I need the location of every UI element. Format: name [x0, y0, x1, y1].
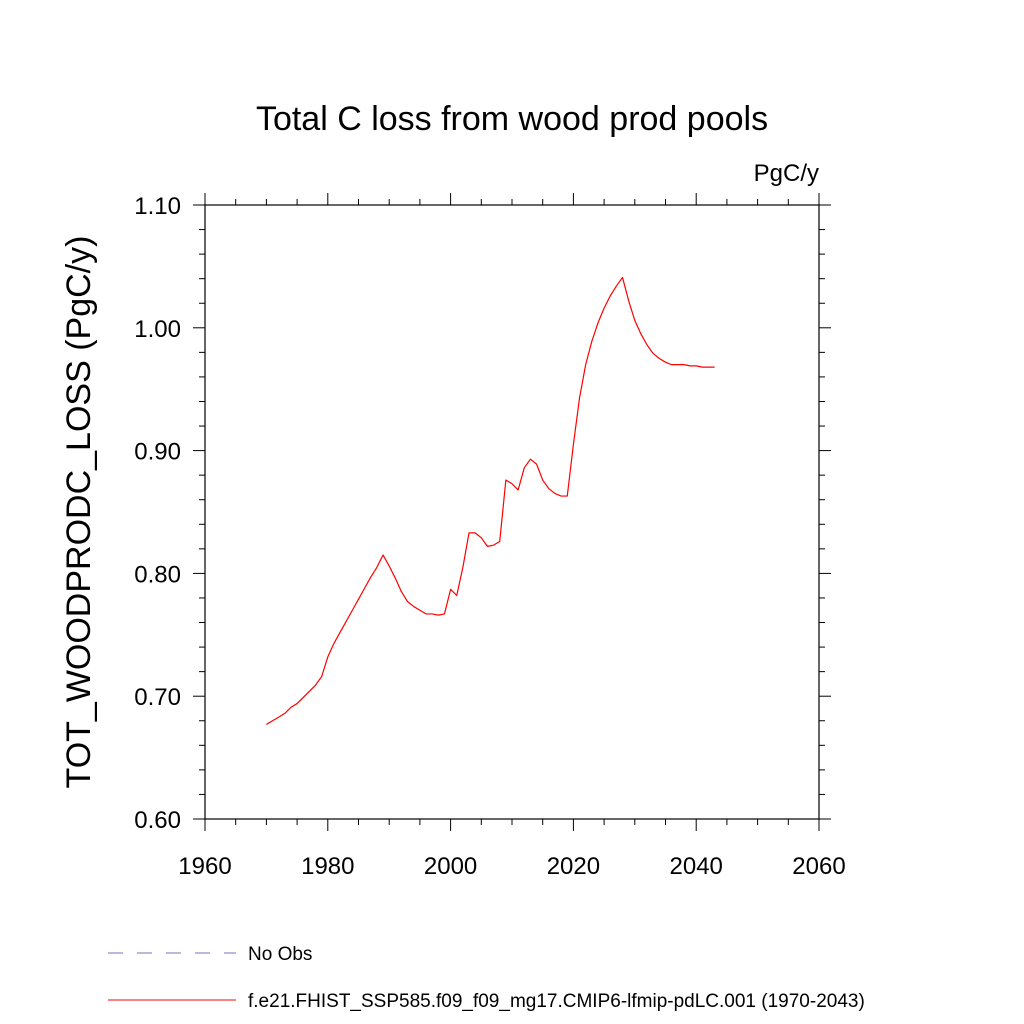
plot-frame [204, 204, 820, 820]
y-tick-label: 1.10 [134, 193, 181, 220]
units-label: PgC/y [754, 160, 819, 187]
y-tick-label: 1.00 [134, 316, 181, 343]
legend: No Obs f.e21.FHIST_SSP585.f09_f09_mg17.C… [108, 944, 865, 1012]
data-lines [266, 276, 715, 725]
y-tick-label: 0.60 [134, 807, 181, 834]
x-tick-label: 1960 [178, 853, 231, 880]
x-tick-label: 2000 [424, 853, 477, 880]
y-tick-label: 0.70 [134, 684, 181, 711]
legend-model-label: f.e21.FHIST_SSP585.f09_f09_mg17.CMIP6-lf… [248, 991, 865, 1012]
y-axis-label: TOT_WOODPRODC_LOSS (PgC/y) [60, 236, 98, 789]
legend-no-obs-label: No Obs [248, 944, 312, 965]
y-tick-label: 0.90 [134, 439, 181, 466]
x-tick-label: 2040 [670, 853, 723, 880]
y-tick-label: 0.80 [134, 561, 181, 588]
x-tick-label: 2060 [792, 853, 845, 880]
chart-title: Total C loss from wood prod pools [256, 100, 768, 138]
x-tick-label: 2020 [547, 853, 600, 880]
series-line-1 [266, 276, 715, 725]
axis-ticks: 1960 1980 2000 2020 2040 2060 0.60 0.70 0.80 0.90… [134, 193, 846, 880]
x-tick-label: 1980 [301, 853, 354, 880]
